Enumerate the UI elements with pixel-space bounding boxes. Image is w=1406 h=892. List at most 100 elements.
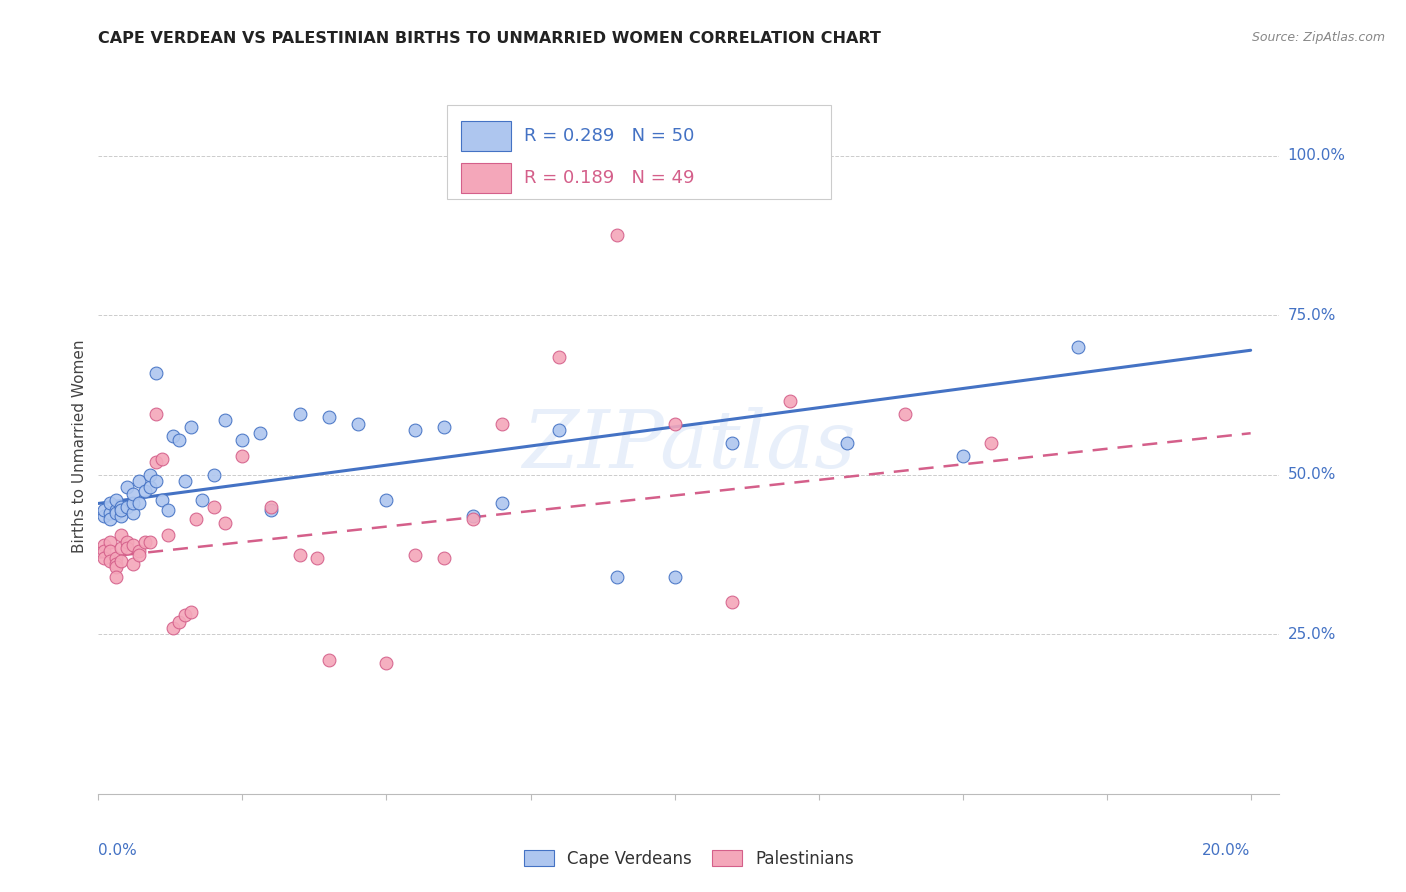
Point xyxy=(375,493,398,508)
Point xyxy=(128,544,150,558)
Point xyxy=(404,548,426,562)
Point xyxy=(980,435,1002,450)
FancyBboxPatch shape xyxy=(461,121,510,151)
Point xyxy=(115,541,138,555)
Point xyxy=(104,557,127,571)
Point xyxy=(894,407,917,421)
Point xyxy=(122,506,145,520)
Text: 25.0%: 25.0% xyxy=(1288,627,1336,642)
Point xyxy=(180,605,202,619)
Point xyxy=(110,509,132,524)
Point xyxy=(952,449,974,463)
Point xyxy=(606,570,628,584)
Point xyxy=(491,417,513,431)
Point xyxy=(173,474,195,488)
Point xyxy=(249,426,271,441)
Point xyxy=(404,423,426,437)
Point xyxy=(128,474,150,488)
Point xyxy=(98,512,121,526)
Point xyxy=(375,656,398,670)
Point xyxy=(260,500,283,514)
Point xyxy=(104,493,127,508)
Point xyxy=(318,410,340,425)
Point xyxy=(162,429,184,443)
Point xyxy=(122,496,145,510)
Point xyxy=(491,496,513,510)
Point xyxy=(214,413,236,427)
Text: CAPE VERDEAN VS PALESTINIAN BIRTHS TO UNMARRIED WOMEN CORRELATION CHART: CAPE VERDEAN VS PALESTINIAN BIRTHS TO UN… xyxy=(98,31,882,46)
Point xyxy=(93,550,115,565)
Point xyxy=(110,500,132,514)
Point xyxy=(346,417,368,431)
Text: Source: ZipAtlas.com: Source: ZipAtlas.com xyxy=(1251,31,1385,45)
Point xyxy=(139,481,162,495)
FancyBboxPatch shape xyxy=(447,105,831,199)
Point xyxy=(115,534,138,549)
Point xyxy=(156,503,179,517)
Point xyxy=(98,554,121,568)
Point xyxy=(115,481,138,495)
Point xyxy=(167,615,190,629)
Text: 50.0%: 50.0% xyxy=(1288,467,1336,483)
Point xyxy=(104,506,127,520)
Point xyxy=(664,570,686,584)
Text: ZIPatlas: ZIPatlas xyxy=(522,408,856,484)
Point xyxy=(122,487,145,501)
Point xyxy=(139,534,162,549)
Text: R = 0.289   N = 50: R = 0.289 N = 50 xyxy=(523,127,695,145)
Point xyxy=(779,394,801,409)
Point xyxy=(98,544,121,558)
Text: R = 0.189   N = 49: R = 0.189 N = 49 xyxy=(523,169,695,187)
Point xyxy=(134,534,156,549)
Point xyxy=(93,509,115,524)
Point xyxy=(98,506,121,520)
Y-axis label: Births to Unmarried Women: Births to Unmarried Women xyxy=(72,339,87,553)
Point xyxy=(150,451,173,466)
Point xyxy=(104,503,127,517)
Point xyxy=(110,554,132,568)
Point xyxy=(664,417,686,431)
Point xyxy=(128,496,150,510)
Point xyxy=(98,534,121,549)
Point xyxy=(837,435,859,450)
Point xyxy=(145,407,167,421)
Point xyxy=(122,557,145,571)
Point xyxy=(145,455,167,469)
Point xyxy=(231,449,253,463)
Text: 75.0%: 75.0% xyxy=(1288,308,1336,323)
Point xyxy=(202,500,225,514)
Point xyxy=(150,493,173,508)
Point xyxy=(433,420,456,434)
Point xyxy=(548,350,571,364)
Point xyxy=(260,503,283,517)
Point xyxy=(548,423,571,437)
Point xyxy=(433,550,456,565)
Point xyxy=(1067,340,1090,354)
Text: 0.0%: 0.0% xyxy=(98,843,138,857)
Point xyxy=(214,516,236,530)
Point xyxy=(606,228,628,243)
Point xyxy=(202,467,225,482)
Point xyxy=(104,570,127,584)
Point xyxy=(156,528,179,542)
Point xyxy=(231,433,253,447)
Point xyxy=(162,621,184,635)
Point xyxy=(98,496,121,510)
Point xyxy=(721,595,744,609)
Point xyxy=(110,503,132,517)
Point xyxy=(145,474,167,488)
Point xyxy=(461,509,484,524)
Point xyxy=(122,538,145,552)
Point xyxy=(721,435,744,450)
Point xyxy=(180,420,202,434)
Point xyxy=(191,493,214,508)
Point xyxy=(104,560,127,574)
Point xyxy=(110,541,132,555)
Point xyxy=(128,548,150,562)
Point xyxy=(115,500,138,514)
Point xyxy=(288,548,311,562)
Point xyxy=(139,467,162,482)
Point xyxy=(93,544,115,558)
Point xyxy=(134,483,156,498)
Point xyxy=(173,608,195,623)
